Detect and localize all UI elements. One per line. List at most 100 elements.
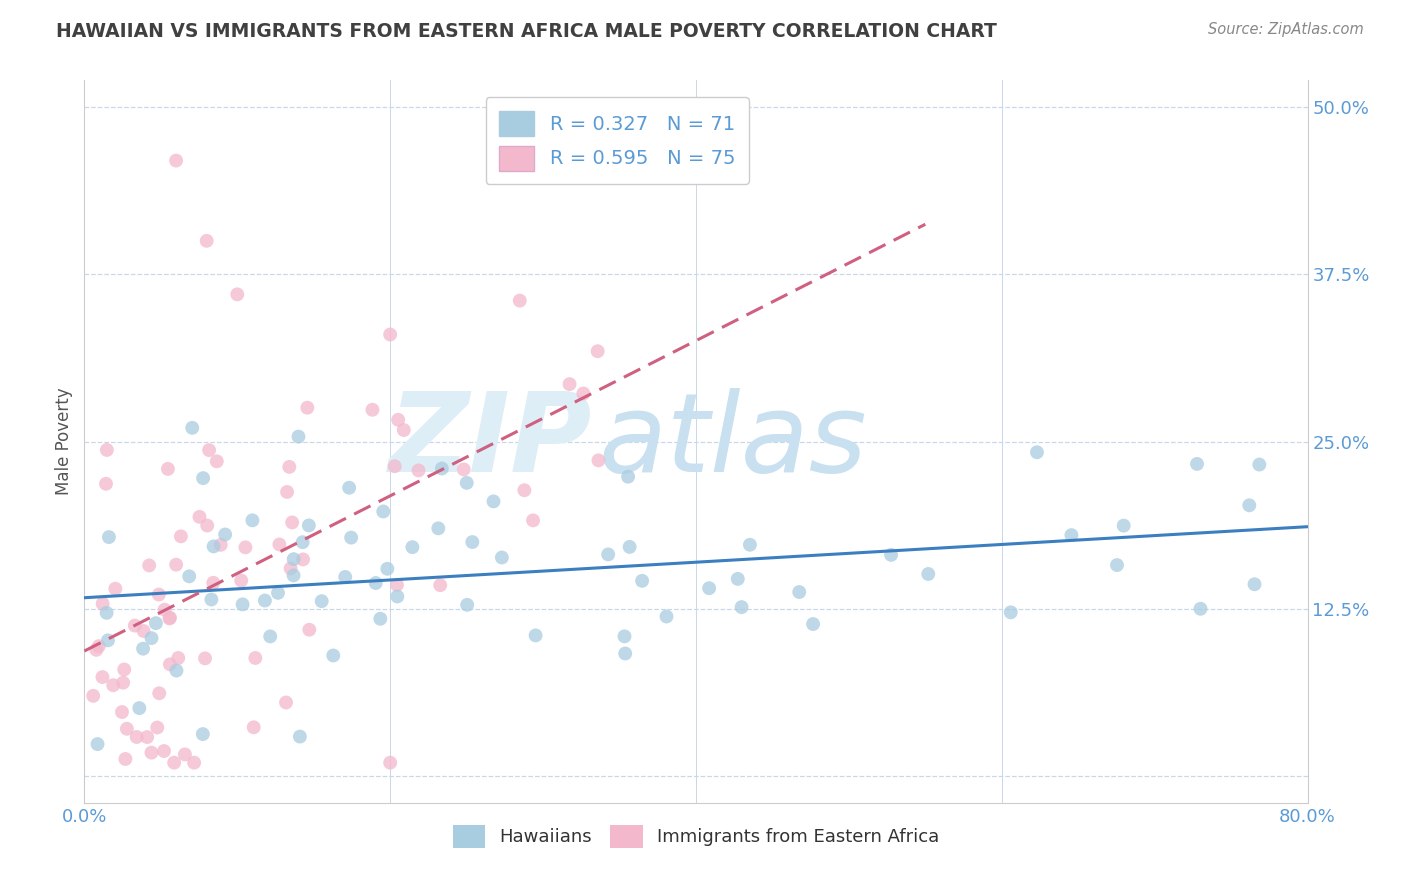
Point bbox=[159, 610, 181, 624]
Point bbox=[86, 642, 108, 657]
Point bbox=[283, 568, 305, 582]
Point bbox=[87, 639, 110, 653]
Point bbox=[322, 648, 344, 663]
Point bbox=[124, 618, 146, 632]
Point bbox=[153, 603, 176, 617]
Text: ZIP: ZIP bbox=[388, 388, 592, 495]
Text: HAWAIIAN VS IMMIGRANTS FROM EASTERN AFRICA MALE POVERTY CORRELATION CHART: HAWAIIAN VS IMMIGRANTS FROM EASTERN AFRI… bbox=[56, 22, 997, 41]
Point bbox=[235, 541, 257, 555]
Point bbox=[340, 531, 363, 545]
Point bbox=[242, 513, 264, 527]
Point bbox=[86, 737, 108, 751]
Point bbox=[456, 475, 478, 490]
Point bbox=[267, 586, 290, 600]
Point bbox=[167, 651, 190, 665]
Point bbox=[97, 633, 120, 648]
Point bbox=[232, 598, 254, 612]
Point bbox=[226, 287, 249, 301]
Point bbox=[1112, 518, 1135, 533]
Point bbox=[1026, 445, 1049, 459]
Point bbox=[1189, 601, 1212, 615]
Point bbox=[269, 537, 291, 551]
Point bbox=[181, 421, 204, 435]
Point bbox=[128, 701, 150, 715]
Point bbox=[242, 720, 264, 734]
Point bbox=[191, 471, 214, 485]
Point bbox=[288, 730, 311, 744]
Point bbox=[1239, 498, 1261, 512]
Point bbox=[375, 562, 398, 576]
Point bbox=[384, 459, 406, 474]
Point bbox=[297, 401, 319, 415]
Point bbox=[96, 442, 118, 457]
Point bbox=[159, 657, 181, 672]
Point bbox=[283, 552, 305, 566]
Point bbox=[132, 641, 155, 656]
Point bbox=[214, 527, 236, 541]
Point bbox=[524, 628, 547, 642]
Point bbox=[253, 593, 276, 607]
Point bbox=[408, 463, 430, 477]
Point bbox=[112, 663, 135, 677]
Point bbox=[209, 538, 232, 552]
Point bbox=[801, 617, 824, 632]
Point bbox=[292, 552, 315, 566]
Point bbox=[364, 576, 387, 591]
Point bbox=[278, 459, 301, 474]
Point bbox=[513, 483, 536, 498]
Point bbox=[619, 540, 641, 554]
Point bbox=[287, 429, 309, 443]
Point bbox=[91, 597, 114, 611]
Point bbox=[91, 670, 114, 684]
Point bbox=[191, 727, 214, 741]
Point bbox=[146, 721, 169, 735]
Point bbox=[1249, 458, 1271, 472]
Point bbox=[614, 647, 637, 661]
Point bbox=[291, 535, 314, 549]
Point bbox=[461, 535, 484, 549]
Point bbox=[96, 606, 118, 620]
Legend: Hawaiians, Immigrants from Eastern Africa: Hawaiians, Immigrants from Eastern Afric… bbox=[446, 818, 946, 855]
Point bbox=[631, 574, 654, 588]
Point bbox=[572, 386, 595, 401]
Point bbox=[1105, 558, 1128, 572]
Point bbox=[380, 756, 402, 770]
Point bbox=[727, 572, 749, 586]
Point bbox=[202, 540, 225, 554]
Point bbox=[231, 574, 253, 588]
Point bbox=[1060, 528, 1083, 542]
Point bbox=[337, 481, 360, 495]
Point bbox=[104, 582, 127, 596]
Point bbox=[141, 631, 163, 645]
Point bbox=[730, 600, 752, 615]
Point bbox=[165, 558, 187, 572]
Point bbox=[880, 548, 903, 562]
Point bbox=[156, 462, 179, 476]
Point bbox=[136, 730, 159, 744]
Point bbox=[401, 540, 423, 554]
Point bbox=[148, 588, 170, 602]
Point bbox=[274, 696, 297, 710]
Point bbox=[598, 548, 620, 562]
Point bbox=[188, 509, 211, 524]
Point bbox=[259, 629, 281, 643]
Point bbox=[558, 377, 581, 392]
Point bbox=[141, 746, 163, 760]
Point bbox=[179, 569, 201, 583]
Point bbox=[456, 598, 478, 612]
Point bbox=[202, 575, 225, 590]
Point bbox=[1243, 577, 1265, 591]
Point bbox=[281, 516, 304, 530]
Point bbox=[153, 744, 176, 758]
Point bbox=[298, 518, 321, 533]
Point bbox=[335, 570, 357, 584]
Point bbox=[430, 461, 453, 475]
Point bbox=[1185, 457, 1208, 471]
Point bbox=[588, 453, 610, 467]
Point bbox=[174, 747, 197, 762]
Point bbox=[183, 756, 205, 770]
Point bbox=[368, 612, 391, 626]
Point bbox=[112, 675, 135, 690]
Point bbox=[114, 752, 136, 766]
Point bbox=[491, 550, 513, 565]
